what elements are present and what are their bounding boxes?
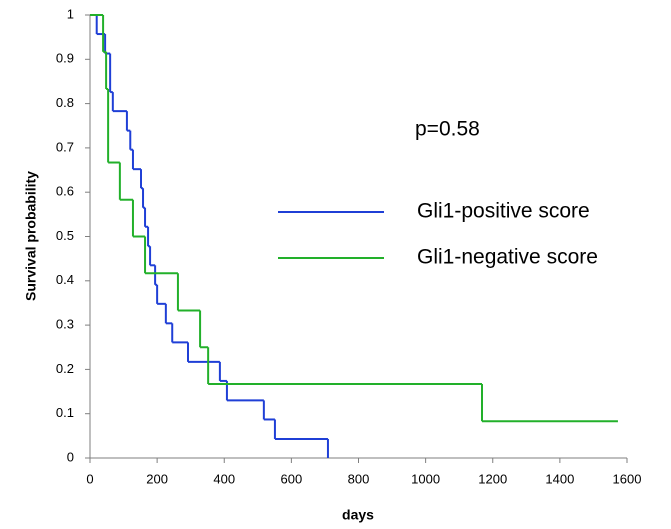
x-tick-label: 800 bbox=[348, 471, 370, 486]
annotation: p=0.58 bbox=[415, 118, 480, 141]
x-tick-label: 1600 bbox=[613, 471, 642, 486]
legend-label: Gli1-negative score bbox=[417, 246, 598, 269]
x-tick-label: 1400 bbox=[545, 471, 574, 486]
y-tick-label: 0.3 bbox=[56, 317, 74, 332]
y-axis-title: Survival probability bbox=[23, 171, 39, 301]
y-tick-label: 0.6 bbox=[56, 184, 74, 199]
x-tick-label: 1200 bbox=[478, 471, 507, 486]
x-tick-label: 0 bbox=[86, 471, 93, 486]
x-tick-label: 600 bbox=[281, 471, 303, 486]
y-tick-label: 0.7 bbox=[56, 139, 74, 154]
y-tick-label: 0.8 bbox=[56, 95, 74, 110]
y-tick-label: 0.5 bbox=[56, 228, 74, 243]
y-tick-label: 0.2 bbox=[56, 361, 74, 376]
legend-label: Gli1-positive score bbox=[417, 200, 590, 223]
y-tick-label: 0.4 bbox=[56, 272, 74, 287]
y-tick-label: 1 bbox=[67, 6, 74, 21]
x-axis-title: days bbox=[342, 507, 374, 523]
x-tick-label: 400 bbox=[213, 471, 235, 486]
y-tick-label: 0.1 bbox=[56, 405, 74, 420]
y-tick-label: 0.9 bbox=[56, 51, 74, 66]
y-tick-label: 0 bbox=[67, 449, 74, 464]
x-tick-label: 200 bbox=[146, 471, 168, 486]
x-tick-label: 1000 bbox=[411, 471, 440, 486]
